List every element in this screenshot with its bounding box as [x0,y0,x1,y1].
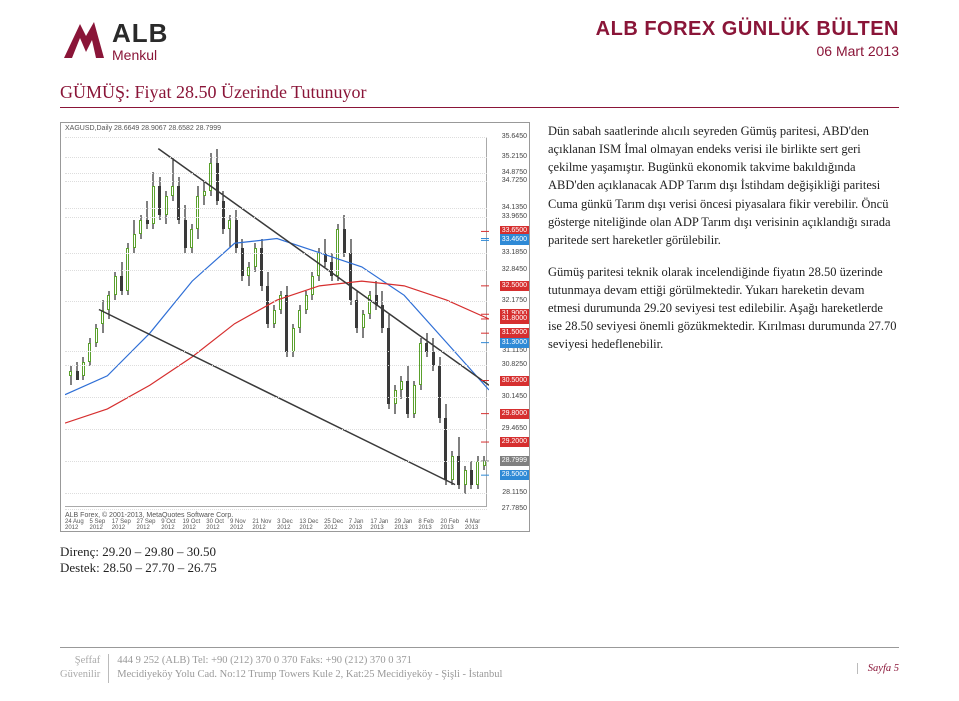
paragraph-2: Gümüş paritesi teknik olarak incelendiği… [548,263,899,354]
chart-xtick: 17 Sep 2012 [112,519,137,529]
chart-ytick: 32.1750 [502,297,527,304]
chart-xtick: 4 Mar 2013 [465,519,487,529]
chart-xtick: 13 Dec 2012 [299,519,324,529]
resistance-values: 29.20 – 29.80 – 30.50 [102,544,216,559]
chart-ytick: 33.9650 [502,213,527,220]
footer-left: Şeffaf Güvenilir [60,654,109,683]
chart-price-marker: 29.8000 [500,409,529,419]
chart-xtick: 29 Jan 2013 [394,519,418,529]
chart-gridline [65,351,487,352]
resistance-label: Direnç: [60,544,99,559]
footer-word-1: Şeffaf [60,654,100,669]
chart-xtick: 19 Oct 2012 [183,519,207,529]
chart-gridline [65,493,487,494]
chart-gridline [65,397,487,398]
chart-price-marker: 32.5000 [500,281,529,291]
footer-contact-line1: 444 9 252 (ALB) Tel: +90 (212) 370 0 370… [117,654,502,669]
logo: ALB Menkul [60,18,168,64]
chart-gridline [65,461,487,462]
resistance-line: Direnç: 29.20 – 29.80 – 30.50 [60,544,530,560]
chart-gridline [65,137,487,138]
logo-text-sub: Menkul [112,48,168,62]
chart-ytick: 32.8450 [502,266,527,273]
chart-xtick: 20 Feb 2013 [440,519,464,529]
chart-price-marker: 28.5000 [500,470,529,480]
chart-gridline [65,173,487,174]
chart-gridline [65,253,487,254]
chart-gridline [65,301,487,302]
chart-xtick: 30 Oct 2012 [206,519,230,529]
section-title: GÜMÜŞ: Fiyat 28.50 Üzerinde Tutunuyor [60,82,899,103]
chart-symbol-line: XAGUSD,Daily 28.6649 28.9067 28.6582 28.… [65,125,221,132]
chart-price-marker: 31.3000 [500,338,529,348]
footer: Şeffaf Güvenilir 444 9 252 (ALB) Tel: +9… [60,647,899,683]
logo-icon [60,18,106,64]
chart-ytick: 35.6450 [502,133,527,140]
chart-gridline [65,429,487,430]
chart-xtick: 17 Jan 2013 [370,519,394,529]
chart-xtick: 27 Sep 2012 [137,519,162,529]
chart-xtick: 21 Nov 2012 [252,519,277,529]
chart-ytick: 31.1150 [502,347,527,354]
chart-overlay-svg [65,137,489,509]
section-rule: GÜMÜŞ: Fiyat 28.50 Üzerinde Tutunuyor [60,82,899,108]
chart-gridline [65,157,487,158]
chart-ytick: 34.8750 [502,169,527,176]
support-label: Destek: [60,560,100,575]
logo-text-main: ALB [112,20,168,46]
chart-gridline [65,208,487,209]
chart-ytick: 35.2150 [502,153,527,160]
bulletin-date: 06 Mart 2013 [596,43,899,59]
chart-ytick: 30.1450 [502,393,527,400]
chart-ytick: 28.1150 [502,489,527,496]
chart-xtick: 9 Oct 2012 [161,519,182,529]
chart-xtick: 8 Feb 2013 [418,519,440,529]
footer-contact-line2: Mecidiyeköy Yolu Cad. No:12 Trump Towers… [117,668,502,683]
chart-xtick: 5 Sep 2012 [89,519,111,529]
chart-price-marker: 29.2000 [500,437,529,447]
chart-gridline [65,365,487,366]
chart-xtick: 25 Dec 2012 [324,519,349,529]
levels-block: Direnç: 29.20 – 29.80 – 30.50 Destek: 28… [60,544,530,576]
footer-contact: 444 9 252 (ALB) Tel: +90 (212) 370 0 370… [109,654,502,683]
chart-xtick: 3 Dec 2012 [277,519,299,529]
chart-ytick: 27.7850 [502,505,527,512]
chart-ytick: 34.7250 [502,177,527,184]
chart-ytick: 34.1350 [502,204,527,211]
bulletin-title: ALB FOREX GÜNLÜK BÜLTEN [596,18,899,41]
footer-word-2: Güvenilir [60,668,100,683]
chart-ytick: 30.8250 [502,361,527,368]
support-line: Destek: 28.50 – 27.70 – 26.75 [60,560,530,576]
chart-xtick: 9 Nov 2012 [230,519,252,529]
title-block: ALB FOREX GÜNLÜK BÜLTEN 06 Mart 2013 [596,18,899,59]
chart-price-marker: 30.5000 [500,376,529,386]
page-number: Sayfa 5 [857,663,899,674]
support-values: 28.50 – 27.70 – 26.75 [103,560,217,575]
chart-price-marker: 31.8000 [500,314,529,324]
chart-gridline [65,509,487,510]
analysis-text: Dün sabah saatlerinde alıcılı seyreden G… [548,122,899,576]
chart-ytick: 29.4650 [502,425,527,432]
chart-gridline [65,270,487,271]
price-chart: XAGUSD,Daily 28.6649 28.9067 28.6582 28.… [60,122,530,532]
chart-xtick: 7 Jan 2013 [349,519,371,529]
chart-ytick: 33.1850 [502,249,527,256]
chart-gridline [65,181,487,182]
chart-xtick: 24 Aug 2012 [65,519,89,529]
chart-copyright: ALB Forex, © 2001-2013, MetaQuotes Softw… [65,512,233,519]
header: ALB Menkul ALB FOREX GÜNLÜK BÜLTEN 06 Ma… [0,0,959,72]
chart-gridline [65,217,487,218]
chart-price-marker: 33.4600 [500,235,529,245]
paragraph-1: Dün sabah saatlerinde alıcılı seyreden G… [548,122,899,249]
chart-price-marker: 28.7999 [500,456,529,466]
